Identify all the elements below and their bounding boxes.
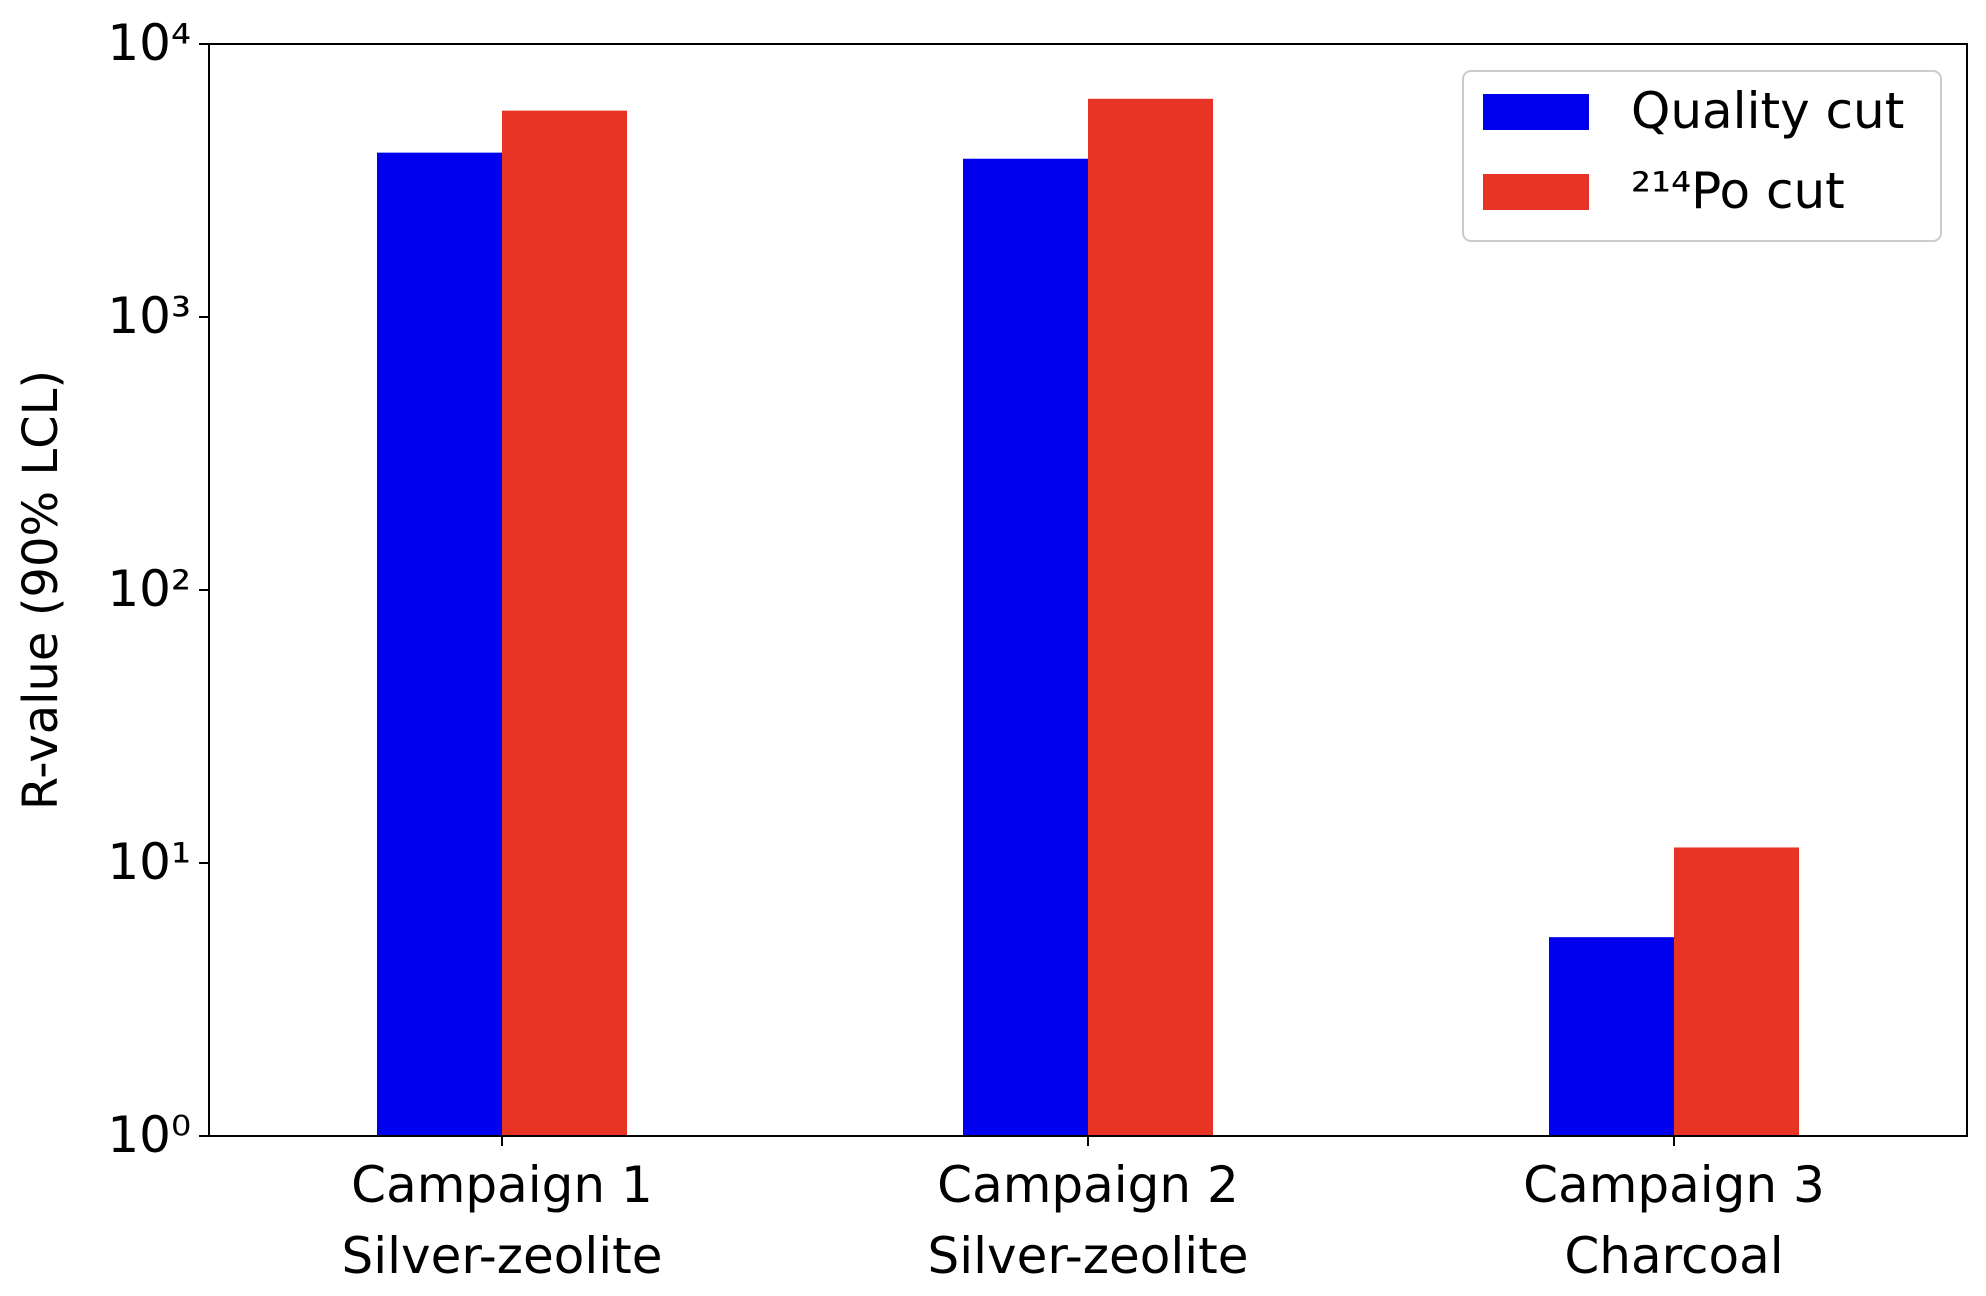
y-tick-label: 10¹ bbox=[107, 833, 191, 891]
legend-label: ²¹⁴Po cut bbox=[1631, 162, 1845, 220]
y-tick-label: 10³ bbox=[107, 287, 191, 345]
y-tick-label: 10⁴ bbox=[107, 14, 191, 72]
bar bbox=[963, 158, 1088, 1136]
legend-swatch bbox=[1483, 94, 1589, 130]
y-tick-label: 10⁰ bbox=[107, 1106, 191, 1164]
legend-swatch bbox=[1483, 174, 1589, 210]
bar bbox=[1674, 847, 1799, 1136]
x-tick-label: Campaign 1 Silver-zeolite bbox=[341, 1156, 662, 1285]
bar bbox=[377, 152, 502, 1136]
y-axis-label: R-value (90% LCL) bbox=[13, 370, 69, 810]
x-tick-label: Campaign 2 Silver-zeolite bbox=[927, 1156, 1248, 1285]
legend-label: Quality cut bbox=[1631, 82, 1904, 140]
x-tick-label: Campaign 3 Charcoal bbox=[1523, 1156, 1825, 1285]
y-tick-label: 10² bbox=[107, 560, 191, 618]
bar bbox=[1088, 98, 1213, 1136]
bar bbox=[1549, 937, 1674, 1136]
bar bbox=[502, 110, 627, 1137]
